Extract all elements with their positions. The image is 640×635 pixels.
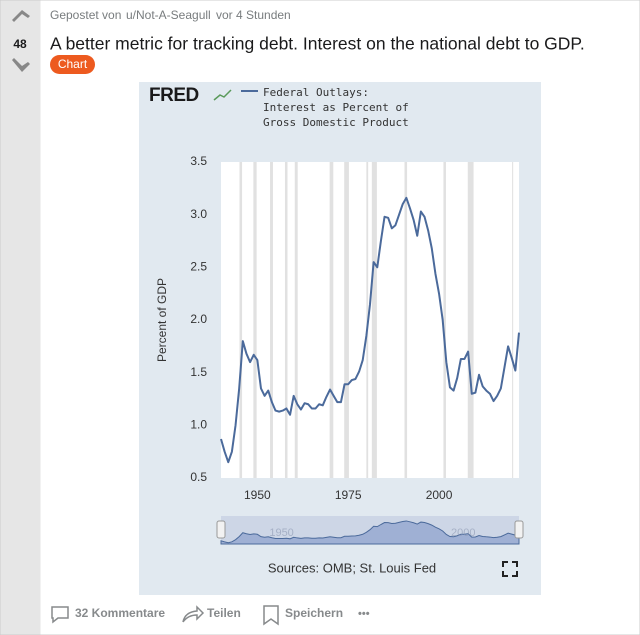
recession-band	[404, 162, 408, 478]
navigator-area	[220, 520, 520, 545]
recession-band	[467, 162, 474, 478]
y-tick-label: 2.0	[190, 312, 207, 326]
vote-count: 48	[13, 37, 27, 51]
post-time: vor 4 Stunden	[216, 8, 291, 22]
save[interactable]: Speichern	[285, 606, 343, 620]
recession-band	[294, 162, 298, 478]
flair-text: Chart	[58, 57, 88, 71]
username[interactable]: u/Not-A-Seagull	[126, 8, 211, 22]
recession-band	[239, 162, 243, 478]
navigator-handle[interactable]	[514, 520, 524, 539]
y-tick-label: 1.5	[190, 365, 207, 379]
vote-column	[0, 0, 41, 635]
y-tick-label: 0.5	[190, 470, 207, 484]
x-tick-label: 1975	[335, 488, 362, 502]
fullscreen-icon[interactable]	[502, 561, 518, 577]
y-tick-label: 2.5	[190, 260, 207, 274]
flair[interactable]	[50, 55, 95, 74]
recession-band	[253, 162, 257, 478]
fred-logo: FRED	[149, 85, 199, 106]
comments[interactable]: 32 Kommentare	[75, 606, 165, 620]
series-line	[220, 196, 520, 464]
y-tick-label: 3.0	[190, 207, 207, 221]
upvote[interactable]	[12, 10, 30, 22]
downvote[interactable]	[12, 58, 30, 72]
logo-icon	[213, 89, 232, 101]
more[interactable]: •••	[358, 608, 370, 620]
recession-band	[329, 162, 334, 478]
y-tick-label: 3.5	[190, 154, 207, 168]
save-icon	[263, 605, 279, 626]
share[interactable]: Teilen	[207, 606, 241, 620]
post-title[interactable]: A better metric for tracking debt. Inter…	[50, 34, 585, 54]
navigator-tick-label: 1950	[269, 527, 293, 539]
navigator-handle[interactable]	[216, 520, 226, 539]
share-icon	[182, 605, 205, 623]
recession-band	[284, 162, 288, 478]
y-axis-label: Percent of GDP	[155, 278, 169, 362]
plot-area	[221, 162, 519, 478]
posted-by: Gepostet von	[50, 8, 121, 22]
navigator-tick-label: 2000	[451, 527, 475, 539]
legend-entry: Federal Outlays: Interest as Percent of …	[263, 86, 409, 129]
x-tick-label: 1950	[244, 488, 271, 502]
recession-band	[443, 162, 446, 478]
recession-band	[371, 162, 377, 478]
y-tick-label: 1.0	[190, 418, 207, 432]
recession-band	[344, 162, 349, 478]
x-tick-label: 2000	[426, 488, 453, 502]
source: Sources: OMB; St. Louis Fed	[268, 560, 436, 575]
recession-band	[512, 162, 514, 478]
recession-band	[270, 162, 273, 478]
comment-icon	[51, 606, 69, 624]
